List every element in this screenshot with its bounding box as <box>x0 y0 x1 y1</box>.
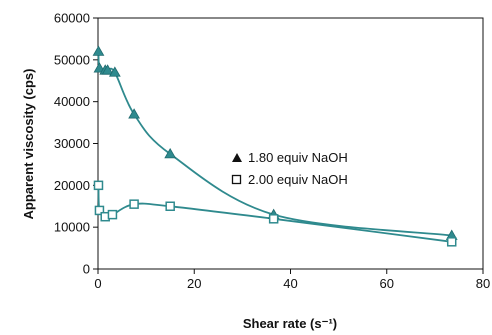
series-line-1 <box>97 51 452 237</box>
legend-item-1: 1.80 equiv NaOH <box>232 150 348 165</box>
data-point-square <box>165 201 175 211</box>
data-point-triangle <box>101 64 114 75</box>
legend-label-1: 1.80 equiv NaOH <box>248 150 348 165</box>
x-tick-label: 40 <box>283 276 297 291</box>
y-tick-label: 60000 <box>54 11 90 26</box>
data-point-triangle <box>164 147 177 159</box>
data-point-square <box>107 209 118 220</box>
y-tick-label: 50000 <box>54 52 90 67</box>
data-point-triangle <box>93 62 106 73</box>
series-markers <box>92 45 458 247</box>
x-axis-title: Shear rate (s⁻¹) <box>243 316 337 331</box>
data-point-triangle <box>128 108 140 119</box>
y-tick-label: 10000 <box>54 220 90 235</box>
legend: 1.80 equiv NaOH 2.00 equiv NaOH <box>231 150 348 187</box>
x-tick-label: 60 <box>380 276 394 291</box>
y-tick-label: 20000 <box>54 178 90 193</box>
data-point-triangle <box>92 45 105 56</box>
data-point-square <box>129 199 139 209</box>
legend-marker-triangle <box>232 153 242 162</box>
y-axis-title: Apparent viscosity (cps) <box>21 69 36 220</box>
y-tick-label: 40000 <box>54 94 90 109</box>
legend-item-2: 2.00 equiv NaOH <box>231 172 348 187</box>
x-tick-label: 0 <box>94 276 101 291</box>
legend-marker-square <box>231 174 242 185</box>
x-tick-label: 20 <box>187 276 201 291</box>
legend-label-2: 2.00 equiv NaOH <box>248 172 348 187</box>
y-axis: 0 10000 20000 30000 40000 50000 60000 <box>54 11 98 277</box>
x-axis: 0 20 40 60 80 <box>94 269 490 291</box>
y-tick-label: 0 <box>83 262 90 277</box>
y-tick-label: 30000 <box>54 136 90 151</box>
data-point-triangle <box>108 66 121 77</box>
data-point-square <box>93 180 104 191</box>
data-point-square <box>94 205 105 216</box>
data-point-square <box>446 237 457 247</box>
x-tick-label: 80 <box>476 276 490 291</box>
data-point-square <box>268 214 279 224</box>
